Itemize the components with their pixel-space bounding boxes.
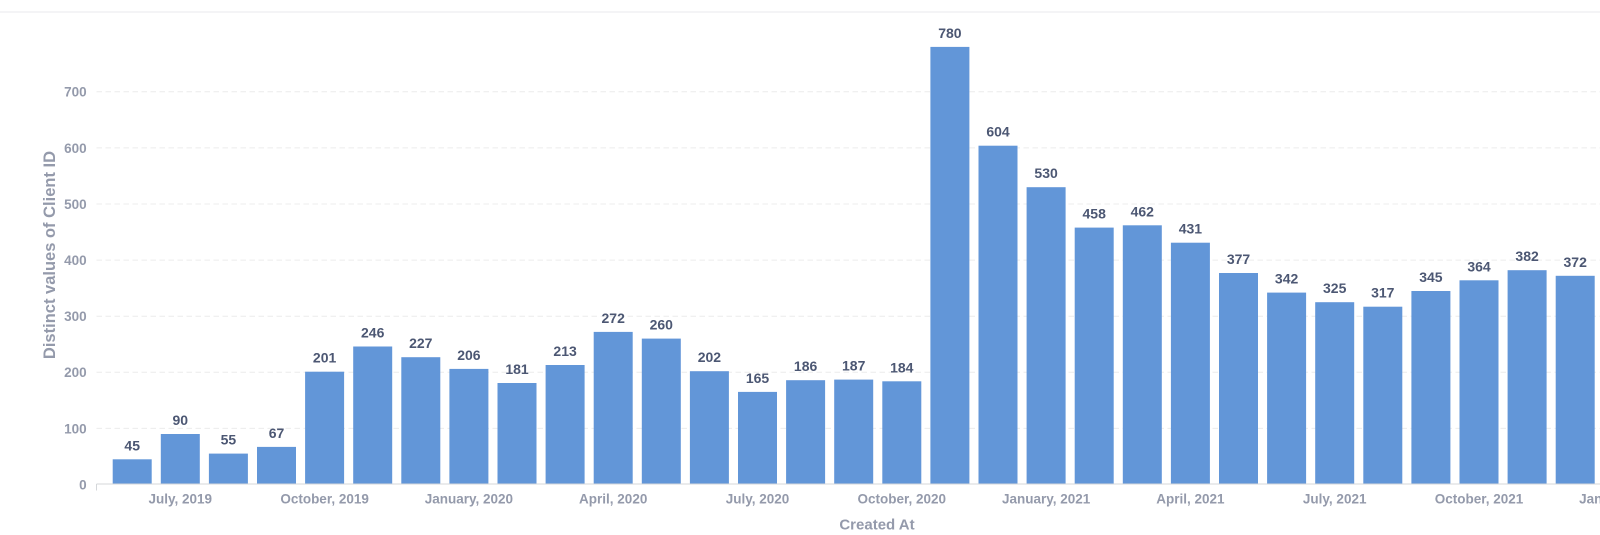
- svg-text:55: 55: [221, 432, 237, 448]
- svg-text:431: 431: [1179, 221, 1203, 237]
- svg-text:July, 2020: July, 2020: [726, 491, 790, 506]
- svg-text:342: 342: [1275, 271, 1299, 287]
- svg-text:500: 500: [64, 197, 87, 212]
- svg-text:67: 67: [269, 425, 285, 441]
- svg-text:200: 200: [64, 365, 87, 380]
- svg-text:100: 100: [64, 421, 87, 436]
- svg-text:400: 400: [64, 253, 87, 268]
- svg-text:530: 530: [1034, 165, 1058, 181]
- svg-text:227: 227: [409, 335, 433, 351]
- svg-text:October, 2019: October, 2019: [280, 491, 369, 506]
- svg-text:July, 2019: July, 2019: [149, 491, 213, 506]
- svg-text:184: 184: [890, 359, 914, 375]
- svg-text:345: 345: [1419, 269, 1443, 285]
- svg-text:January, 2022: January, 2022: [1579, 491, 1600, 506]
- svg-text:April, 2021: April, 2021: [1156, 491, 1225, 506]
- svg-text:181: 181: [505, 361, 529, 377]
- svg-text:382: 382: [1515, 248, 1539, 264]
- svg-text:202: 202: [698, 349, 722, 365]
- svg-text:213: 213: [553, 343, 577, 359]
- svg-text:April, 2020: April, 2020: [579, 491, 647, 506]
- svg-text:165: 165: [746, 370, 770, 386]
- svg-text:187: 187: [842, 358, 866, 374]
- svg-text:372: 372: [1564, 254, 1588, 270]
- svg-text:Distinct values of Client ID: Distinct values of Client ID: [41, 151, 59, 359]
- svg-text:0: 0: [79, 477, 87, 492]
- svg-text:Created At: Created At: [839, 517, 914, 531]
- svg-text:January, 2021: January, 2021: [1002, 491, 1091, 506]
- svg-text:325: 325: [1323, 280, 1347, 296]
- svg-text:780: 780: [938, 25, 962, 41]
- svg-text:October, 2021: October, 2021: [1435, 491, 1524, 506]
- svg-text:600: 600: [64, 141, 87, 156]
- svg-text:364: 364: [1467, 258, 1491, 274]
- svg-text:272: 272: [602, 310, 626, 326]
- svg-text:90: 90: [173, 412, 189, 428]
- svg-text:462: 462: [1131, 203, 1155, 219]
- svg-text:300: 300: [64, 309, 87, 324]
- svg-text:206: 206: [457, 347, 481, 363]
- svg-text:186: 186: [794, 358, 818, 374]
- svg-text:October, 2020: October, 2020: [858, 491, 947, 506]
- svg-text:260: 260: [650, 317, 674, 333]
- svg-text:317: 317: [1371, 285, 1395, 301]
- svg-text:246: 246: [361, 325, 385, 341]
- svg-text:458: 458: [1083, 206, 1107, 222]
- svg-text:January, 2020: January, 2020: [425, 491, 513, 506]
- svg-text:45: 45: [124, 437, 140, 453]
- svg-text:July, 2021: July, 2021: [1303, 491, 1367, 506]
- svg-text:700: 700: [64, 85, 87, 100]
- svg-text:604: 604: [986, 124, 1010, 140]
- svg-text:377: 377: [1227, 251, 1251, 267]
- svg-text:201: 201: [313, 350, 337, 366]
